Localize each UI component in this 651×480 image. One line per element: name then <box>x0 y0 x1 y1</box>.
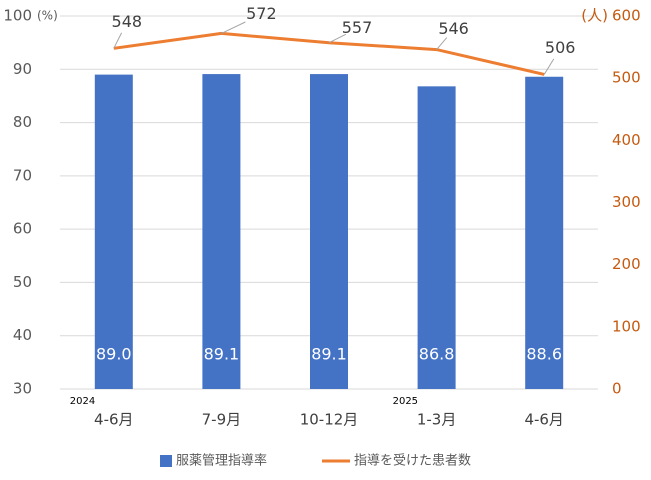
y2-tick-label: 100 <box>612 317 641 335</box>
bar <box>310 74 348 390</box>
y-tick-label: 40 <box>13 326 32 344</box>
x-tick-label: 10-12月 <box>300 411 359 429</box>
y-tick-label: 70 <box>13 166 32 184</box>
y-tick-label: 30 <box>13 380 32 398</box>
y2-tick-label: 500 <box>612 69 641 87</box>
legend-swatch <box>160 455 172 467</box>
line-value-label: 506 <box>545 38 576 57</box>
leader-line <box>221 21 246 34</box>
line <box>113 31 545 76</box>
bar-value-label: 89.0 <box>96 345 132 364</box>
year-label: 2025 <box>393 396 418 407</box>
year-label: 2024 <box>70 396 95 407</box>
bar-value-label: 88.6 <box>526 345 562 364</box>
x-tick-label: 4-6月 <box>524 411 564 429</box>
leader-line <box>436 37 448 50</box>
bar <box>525 76 564 389</box>
legend-label: 服薬管理指導率 <box>176 453 267 469</box>
x-tick-label: 1-3月 <box>417 411 457 429</box>
bar-value-label: 89.1 <box>311 345 347 364</box>
y2-tick-label: 400 <box>612 131 641 149</box>
line-value-label: 548 <box>112 12 143 31</box>
bar-value-label: 89.1 <box>204 345 240 364</box>
y2-tick-label: 300 <box>612 193 641 211</box>
bar <box>417 86 456 389</box>
x-tick-label: 7-9月 <box>202 411 242 429</box>
y-tick-label: 60 <box>13 220 32 238</box>
line-value-label: 557 <box>342 18 373 37</box>
leader-line <box>543 58 555 75</box>
y-tick-label: 50 <box>13 273 32 291</box>
x-tick-label: 4-6月 <box>94 411 134 429</box>
y-tick-label: 80 <box>13 113 32 131</box>
leader-line <box>328 33 347 44</box>
bar <box>202 74 241 390</box>
y-tick-label: 90 <box>13 60 32 78</box>
line-value-label: 572 <box>246 4 277 23</box>
y-tick-label: 100 <box>3 7 32 25</box>
y2-tick-label: 0 <box>612 380 622 398</box>
y-unit: (%) <box>37 9 58 23</box>
y2-tick-label: 600 <box>612 7 641 25</box>
line-value-label: 546 <box>438 19 469 38</box>
y2-tick-label: 200 <box>612 255 641 273</box>
legend-label: 指導を受けた患者数 <box>354 454 471 469</box>
leader-line <box>113 32 123 49</box>
y2-unit: (人) <box>581 7 608 25</box>
bar-value-label: 86.8 <box>419 345 455 364</box>
bar <box>94 74 133 389</box>
